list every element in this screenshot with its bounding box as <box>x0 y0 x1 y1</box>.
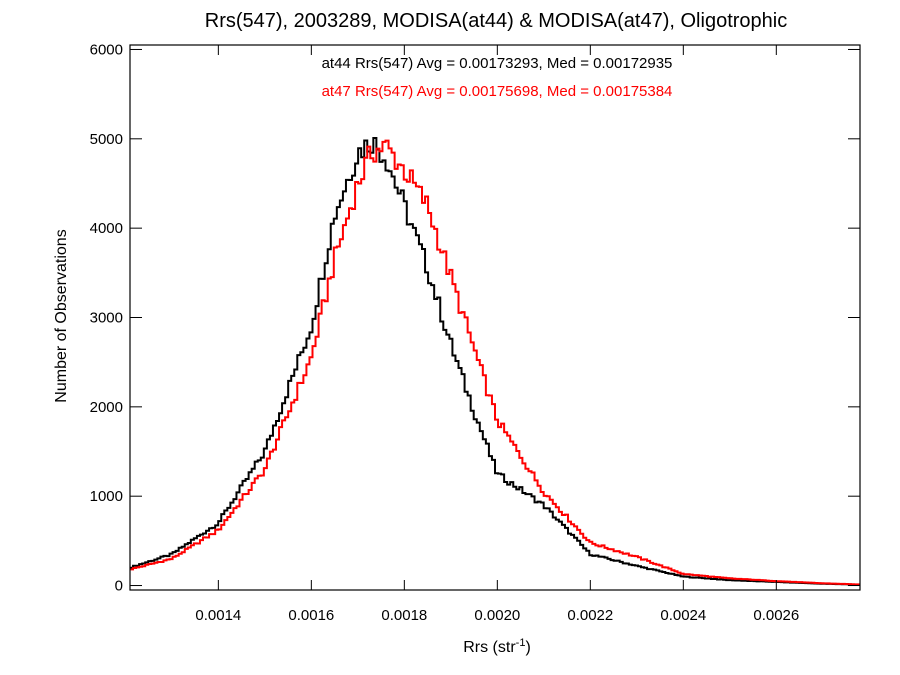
x-tick-label: 0.0024 <box>660 607 706 624</box>
y-tick-label: 4000 <box>90 220 123 237</box>
chart-title: Rrs(547), 2003289, MODISA(at44) & MODISA… <box>205 10 787 32</box>
y-tick-label: 0 <box>115 578 123 595</box>
y-axis-label: Number of Observations <box>53 229 70 402</box>
x-axis-label-sup: -1 <box>516 637 526 649</box>
x-tick-label: 0.0018 <box>381 607 427 624</box>
y-tick-label: 1000 <box>90 488 123 505</box>
y-tick-label: 5000 <box>90 131 123 148</box>
x-tick-label: 0.0016 <box>288 607 334 624</box>
x-tick-label: 0.0014 <box>195 607 241 624</box>
x-tick-label: 0.0026 <box>753 607 799 624</box>
x-axis-label: Rrs (str-1) <box>463 637 531 656</box>
series-at44-line <box>130 136 860 586</box>
x-axis-label-close: ) <box>525 639 530 656</box>
annotation-at47: at47 Rrs(547) Avg = 0.00175698, Med = 0.… <box>322 83 673 100</box>
x-tick-label: 0.0022 <box>567 607 613 624</box>
y-tick-label: 6000 <box>90 41 123 58</box>
y-tick-label: 3000 <box>90 310 123 327</box>
series-layer <box>130 136 860 586</box>
y-ticks: 0 1000 2000 3000 4000 5000 6000 <box>90 41 860 595</box>
y-tick-label: 2000 <box>90 399 123 416</box>
annotation-at44: at44 Rrs(547) Avg = 0.00173293, Med = 0.… <box>322 55 673 72</box>
x-ticks: 0.0014 0.0016 0.0018 0.0020 0.0022 0.0024 0.00… <box>195 45 799 624</box>
plot-frame <box>129 44 861 591</box>
series-at47-line <box>130 139 860 586</box>
x-axis-label-main: Rrs (str <box>463 639 516 656</box>
x-tick-label: 0.0020 <box>474 607 520 624</box>
